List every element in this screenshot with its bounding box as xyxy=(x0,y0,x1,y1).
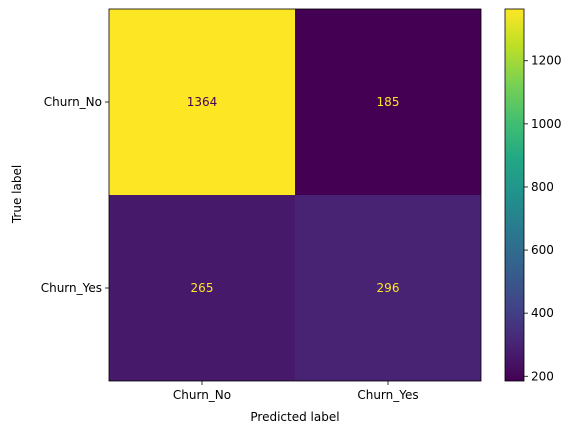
y-axis: Churn_No Churn_Yes xyxy=(41,95,109,295)
colorbar-gradient xyxy=(505,9,524,381)
x-axis-label: Predicted label xyxy=(250,410,339,424)
y-tick-label: Churn_No xyxy=(44,95,102,109)
y-tick-label: Churn_Yes xyxy=(41,281,102,295)
x-tick-label: Churn_Yes xyxy=(357,388,418,402)
cell-value-label: 185 xyxy=(377,95,400,109)
heatmap-cell xyxy=(295,9,481,195)
heatmap-cell xyxy=(109,195,295,381)
heatmap-cell xyxy=(109,9,295,195)
colorbar-frame xyxy=(504,8,525,382)
colorbar-tick-label: 600 xyxy=(531,243,554,257)
cell-value-label: 265 xyxy=(191,281,214,295)
colorbar-tick-label: 200 xyxy=(531,369,554,383)
y-axis-label: True label xyxy=(10,165,24,224)
x-tick-label: Churn_No xyxy=(173,388,231,402)
colorbar-tick-label: 1000 xyxy=(531,117,562,131)
colorbar-tick-label: 800 xyxy=(531,180,554,194)
heatmap-area: 1364 185 265 296 xyxy=(108,8,482,382)
heatmap-frame xyxy=(108,8,482,382)
cell-value-label: 296 xyxy=(377,281,400,295)
colorbar: 200 400 600 800 1000 1200 xyxy=(504,8,562,383)
cell-value-label: 1364 xyxy=(187,95,218,109)
heatmap-cell xyxy=(295,195,481,381)
colorbar-tick-label: 400 xyxy=(531,306,554,320)
colorbar-tick-label: 1200 xyxy=(531,54,562,68)
x-axis: Churn_No Churn_Yes xyxy=(173,381,419,402)
